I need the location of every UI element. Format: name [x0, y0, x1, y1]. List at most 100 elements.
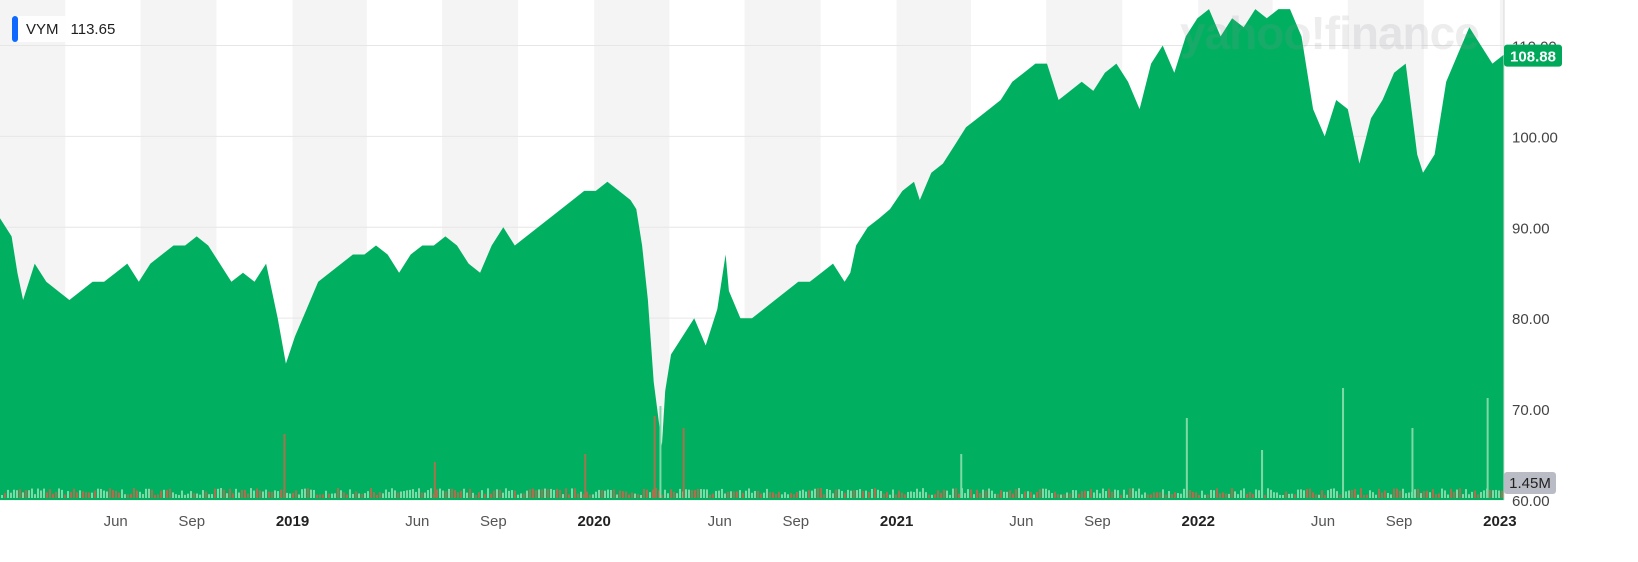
volume-bar	[1201, 490, 1203, 498]
volume-bar	[1024, 491, 1026, 498]
volume-bar	[931, 494, 933, 498]
volume-bar	[1027, 491, 1029, 498]
volume-bar	[82, 491, 84, 498]
volume-bar	[1372, 492, 1374, 498]
volume-bar	[688, 489, 690, 498]
volume-bar	[943, 489, 945, 498]
volume-bar	[1468, 494, 1470, 498]
volume-bar	[976, 489, 978, 498]
volume-bar	[883, 493, 885, 498]
volume-bar	[385, 489, 387, 498]
volume-bar	[487, 488, 489, 498]
volume-bar	[1207, 494, 1209, 498]
volume-bar	[745, 490, 747, 498]
volume-bar	[874, 488, 876, 498]
volume-bar	[550, 488, 552, 498]
volume-bar	[124, 494, 126, 498]
volume-bar	[97, 488, 99, 498]
volume-bar	[148, 488, 150, 498]
volume-bar	[340, 490, 342, 498]
volume-bar	[865, 490, 867, 498]
volume-bar	[439, 488, 441, 498]
volume-bar	[898, 490, 900, 498]
volume-bar	[1036, 491, 1038, 498]
volume-bar	[529, 489, 531, 498]
volume-bar	[1096, 489, 1098, 498]
legend-value: 113.65	[70, 20, 116, 38]
volume-bar	[1039, 489, 1041, 498]
volume-bar	[1354, 489, 1356, 498]
volume-bar	[625, 491, 627, 498]
volume-bar	[1168, 490, 1170, 498]
volume-bar	[973, 494, 975, 498]
volume-bar	[1474, 490, 1476, 498]
x-tick-label: 2021	[880, 513, 913, 530]
volume-bar	[712, 493, 714, 498]
volume-bar	[1021, 494, 1023, 498]
volume-bar	[523, 493, 525, 498]
volume-bar	[139, 491, 141, 498]
volume-bar	[1336, 491, 1338, 498]
volume-bar	[1099, 493, 1101, 498]
volume-bar	[901, 492, 903, 498]
volume-bar	[787, 494, 789, 498]
volume-bar	[1327, 490, 1329, 498]
volume-bar	[571, 488, 573, 498]
volume-bar	[370, 488, 372, 498]
volume-bar	[1477, 494, 1479, 498]
volume-spike	[1411, 428, 1414, 498]
volume-bar	[28, 490, 30, 498]
volume-bar	[1420, 493, 1422, 498]
volume-bar	[904, 494, 906, 498]
volume-bar	[703, 489, 705, 498]
volume-bar	[1231, 488, 1233, 498]
volume-bar	[1153, 492, 1155, 498]
volume-bar	[232, 493, 234, 498]
volume-bar	[577, 493, 579, 498]
volume-bar	[118, 492, 120, 498]
volume-bar	[1267, 488, 1269, 498]
volume-spike	[653, 416, 656, 498]
volume-bar	[907, 491, 909, 498]
volume-bar	[154, 494, 156, 498]
volume-bar	[424, 492, 426, 498]
volume-bar	[979, 492, 981, 498]
volume-bar	[1066, 492, 1068, 498]
volume-spike	[584, 454, 587, 498]
volume-bar	[1072, 489, 1074, 498]
volume-bar	[157, 494, 159, 498]
legend[interactable]: VYM 113.65	[12, 16, 124, 42]
volume-bar	[652, 489, 654, 498]
volume-bar	[13, 489, 15, 498]
volume-bar	[592, 494, 594, 498]
volume-bar	[1060, 494, 1062, 498]
y-tick-label: 60.00	[1512, 493, 1550, 510]
volume-bar	[934, 494, 936, 498]
volume-bar	[211, 494, 213, 498]
volume-bar	[235, 488, 237, 498]
volume-bar	[826, 489, 828, 498]
volume-bar	[1495, 489, 1497, 498]
volume-bar	[1033, 494, 1035, 498]
volume-bar	[1369, 490, 1371, 498]
volume-bar	[136, 490, 138, 498]
volume-bar	[1378, 488, 1380, 498]
volume-bar	[760, 493, 762, 498]
volume-bar	[1405, 493, 1407, 498]
legend-symbol: VYM	[26, 20, 59, 38]
volume-bar	[1078, 493, 1080, 498]
volume-bar	[748, 488, 750, 498]
volume-bar	[1408, 492, 1410, 498]
volume-bar	[538, 489, 540, 498]
volume-bar	[1294, 494, 1296, 498]
volume-bar	[1333, 488, 1335, 498]
axis-badges: 108.88 1.45M	[1504, 44, 1562, 494]
volume-bar	[1129, 488, 1131, 498]
volume-bar	[817, 488, 819, 498]
volume-bar	[409, 489, 411, 498]
volume-bar	[847, 489, 849, 498]
volume-bar	[946, 490, 948, 498]
volume-bar	[163, 489, 165, 498]
volume-bar	[820, 488, 822, 498]
